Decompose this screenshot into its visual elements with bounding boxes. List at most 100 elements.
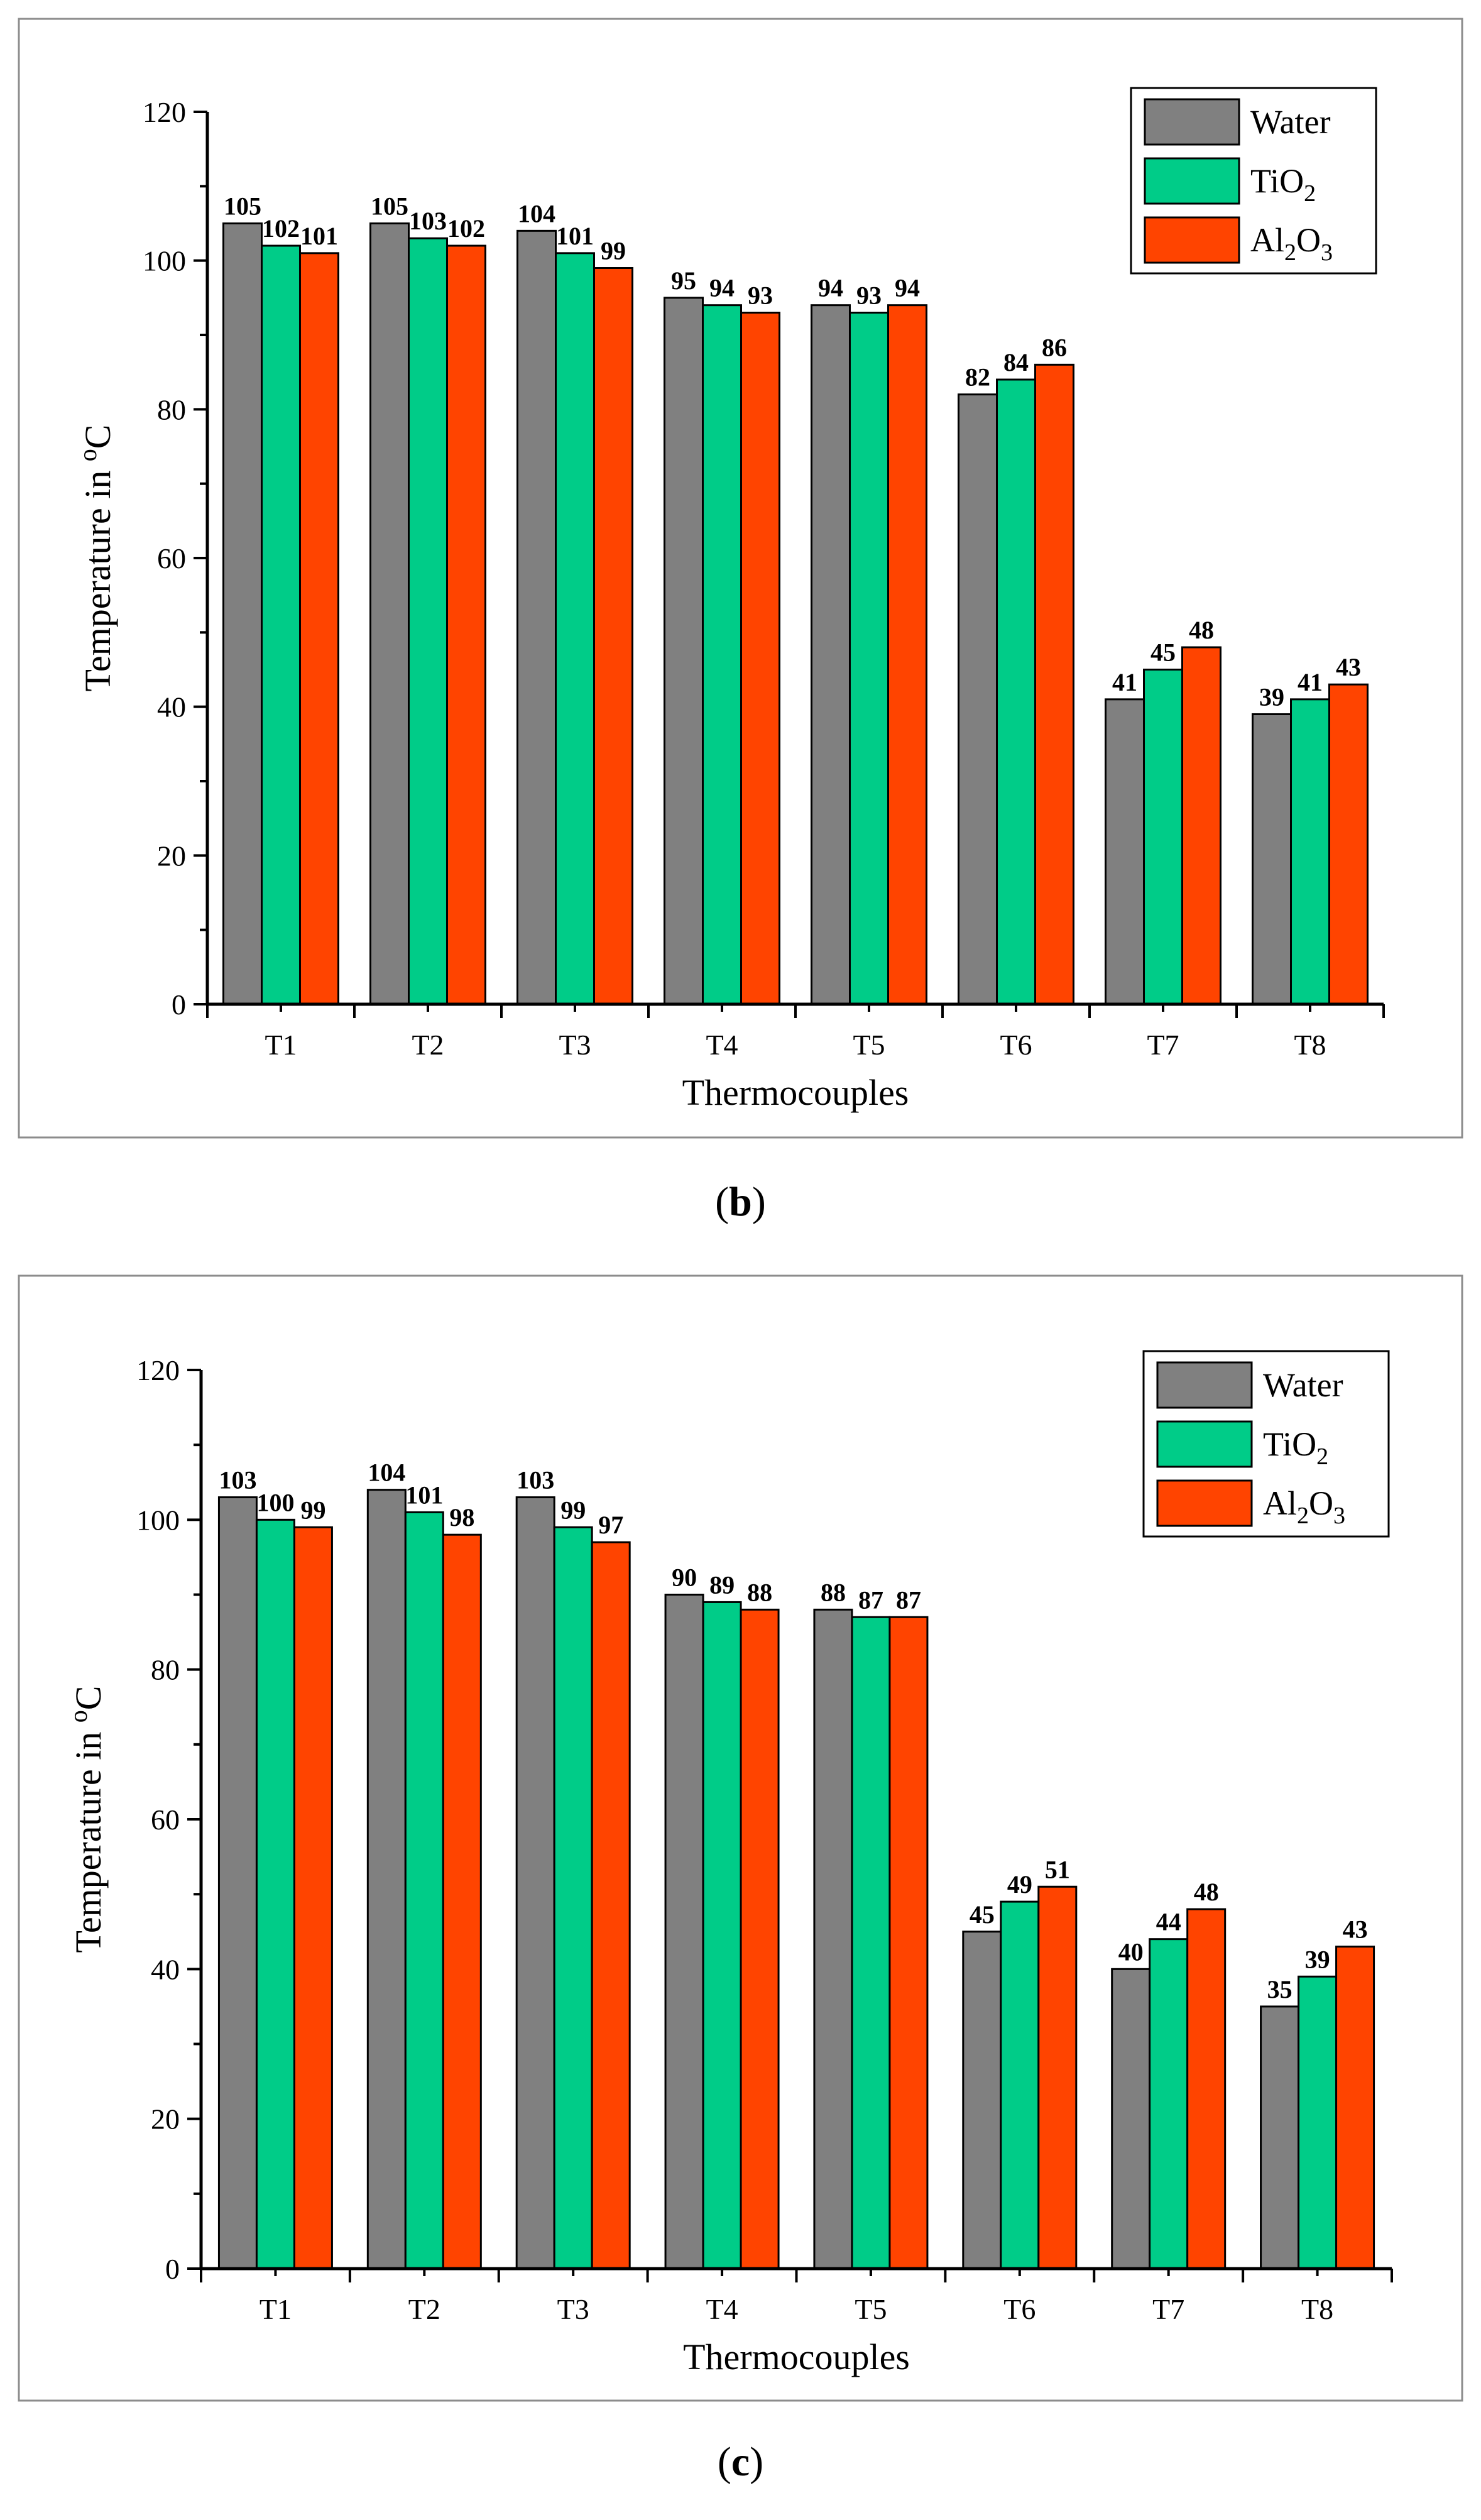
data-label-al2o3-t8: 43 bbox=[1336, 653, 1361, 681]
data-label-water-t2: 105 bbox=[371, 192, 408, 221]
x-tick-label-t3: T3 bbox=[557, 2293, 589, 2325]
data-label-tio2-t4: 94 bbox=[709, 274, 735, 302]
x-tick-label-t5: T5 bbox=[855, 2293, 887, 2325]
data-label-water-t7: 40 bbox=[1118, 1937, 1144, 1966]
y-tick-label: 80 bbox=[157, 393, 186, 425]
bar-al2o3-t8 bbox=[1328, 683, 1369, 1005]
x-tick-label-t6: T6 bbox=[1003, 2293, 1036, 2325]
bar-tio2-t5 bbox=[849, 312, 889, 1005]
x-tick-label-t1: T1 bbox=[260, 2293, 292, 2325]
x-tick-label-t7: T7 bbox=[1152, 2293, 1184, 2325]
y-tick-label: 40 bbox=[151, 1953, 180, 1985]
y-tick-label: 120 bbox=[143, 96, 186, 128]
bar-al2o3-t7 bbox=[1181, 646, 1221, 1005]
bar-tio2-t6 bbox=[996, 378, 1036, 1005]
data-label-al2o3-t7: 48 bbox=[1189, 616, 1214, 644]
data-label-al2o3-t6: 86 bbox=[1042, 333, 1067, 361]
bar-al2o3-t5 bbox=[888, 1616, 929, 2270]
x-tick-label-t4: T4 bbox=[706, 2293, 738, 2325]
data-label-water-t8: 39 bbox=[1259, 683, 1284, 711]
x-tick-label-t1: T1 bbox=[265, 1029, 297, 1061]
y-tick-label: 80 bbox=[151, 1654, 180, 1686]
bar-al2o3-t7 bbox=[1186, 1908, 1227, 2270]
data-label-tio2-t5: 93 bbox=[856, 282, 882, 310]
bar-al2o3-t1 bbox=[293, 1526, 333, 2270]
y-tick-label: 60 bbox=[157, 542, 186, 574]
y-tick-label: 20 bbox=[151, 2103, 180, 2135]
legend-label-water: Water bbox=[1263, 1366, 1343, 1404]
data-label-al2o3-t1: 99 bbox=[300, 1496, 325, 1524]
x-tick-label-t2: T2 bbox=[412, 1029, 444, 1061]
x-tick-label-t2: T2 bbox=[408, 2293, 440, 2325]
bar-al2o3-t8 bbox=[1335, 1946, 1375, 2270]
bar-water-t2 bbox=[369, 222, 410, 1005]
data-label-tio2-t7: 45 bbox=[1150, 638, 1176, 667]
bar-tio2-t6 bbox=[1000, 1900, 1040, 2270]
data-label-water-t4: 90 bbox=[672, 1564, 697, 1592]
legend-label-al2o3: Al2O3 bbox=[1250, 221, 1333, 266]
bar-water-t6 bbox=[962, 1931, 1002, 2270]
data-label-tio2-t7: 44 bbox=[1156, 1908, 1181, 1936]
data-label-water-t5: 94 bbox=[818, 274, 843, 302]
bar-tio2-t8 bbox=[1298, 1975, 1338, 2270]
bar-al2o3-t6 bbox=[1037, 1885, 1078, 2270]
bar-water-t4 bbox=[664, 1594, 704, 2270]
y-axis-label: Temperature in oC bbox=[64, 1685, 109, 1953]
data-label-al2o3-t1: 101 bbox=[300, 222, 338, 250]
data-label-water-t7: 41 bbox=[1112, 668, 1137, 696]
data-label-tio2-t5: 87 bbox=[858, 1586, 883, 1614]
bar-tio2-t2 bbox=[408, 237, 448, 1005]
data-label-tio2-t2: 103 bbox=[409, 207, 447, 235]
caption-c: (c) bbox=[717, 2439, 764, 2485]
data-label-water-t3: 104 bbox=[518, 199, 555, 227]
data-label-tio2-t1: 102 bbox=[262, 214, 300, 243]
bar-tio2-t1 bbox=[255, 1518, 295, 2270]
data-label-water-t1: 105 bbox=[224, 192, 261, 221]
bar-al2o3-t3 bbox=[591, 1541, 631, 2270]
data-label-tio2-t6: 49 bbox=[1007, 1870, 1032, 1898]
legend-label-water: Water bbox=[1250, 103, 1331, 141]
bar-tio2-t8 bbox=[1290, 698, 1330, 1005]
y-tick-label: 0 bbox=[165, 2253, 180, 2285]
x-tick-label-t4: T4 bbox=[706, 1029, 738, 1061]
chart-panel-c: 103 100 99 104 101 98 103 99 97 90 89 88 88 87 87 45 49 5… bbox=[0, 1257, 1481, 2520]
bar-tio2-t7 bbox=[1149, 1938, 1189, 2270]
bar-water-t8 bbox=[1260, 2005, 1300, 2270]
data-label-water-t8: 35 bbox=[1267, 1975, 1292, 2003]
bar-tio2-t1 bbox=[261, 244, 301, 1005]
data-label-al2o3-t3: 97 bbox=[598, 1511, 623, 1539]
y-tick-label: 60 bbox=[151, 1804, 180, 1836]
bar-water-t7 bbox=[1111, 1968, 1151, 2270]
bar-al2o3-t4 bbox=[740, 1608, 780, 2270]
x-tick-label-t6: T6 bbox=[1000, 1029, 1032, 1061]
data-label-tio2-t3: 99 bbox=[560, 1496, 586, 1524]
bar-water-t4 bbox=[664, 297, 704, 1005]
y-tick-label: 100 bbox=[143, 245, 186, 277]
data-label-tio2-t2: 101 bbox=[405, 1481, 443, 1509]
data-label-water-t1: 103 bbox=[219, 1466, 256, 1494]
data-label-al2o3-t5: 94 bbox=[895, 274, 920, 302]
bar-tio2-t7 bbox=[1143, 669, 1183, 1005]
bar-al2o3-t6 bbox=[1034, 363, 1074, 1005]
chart-panel-b: 105 102 101 105 103 102 104 101 99 95 94 93 94 93 94 82… bbox=[0, 0, 1481, 1257]
data-label-water-t5: 88 bbox=[821, 1578, 846, 1606]
bar-tio2-t4 bbox=[702, 1601, 742, 2270]
data-label-al2o3-t2: 98 bbox=[449, 1503, 474, 1531]
bar-tio2-t2 bbox=[404, 1511, 444, 2270]
bar-water-t7 bbox=[1105, 698, 1145, 1005]
bar-water-t1 bbox=[222, 222, 263, 1005]
caption-b: (b) bbox=[715, 1179, 766, 1225]
legend-swatch-tio2 bbox=[1156, 1420, 1253, 1468]
data-label-al2o3-t6: 51 bbox=[1045, 1855, 1070, 1883]
bar-al2o3-t2 bbox=[446, 244, 486, 1005]
legend-label-tio2: TiO2 bbox=[1250, 162, 1316, 207]
x-tick-label-t3: T3 bbox=[559, 1029, 591, 1061]
data-label-tio2-t1: 100 bbox=[256, 1488, 294, 1516]
data-label-al2o3-t2: 102 bbox=[447, 214, 485, 243]
data-label-tio2-t6: 84 bbox=[1003, 348, 1029, 376]
data-label-al2o3-t4: 93 bbox=[748, 282, 773, 310]
data-label-al2o3-t3: 99 bbox=[601, 237, 626, 265]
y-tick-label: 20 bbox=[157, 840, 186, 872]
bar-tio2-t5 bbox=[851, 1616, 891, 2270]
